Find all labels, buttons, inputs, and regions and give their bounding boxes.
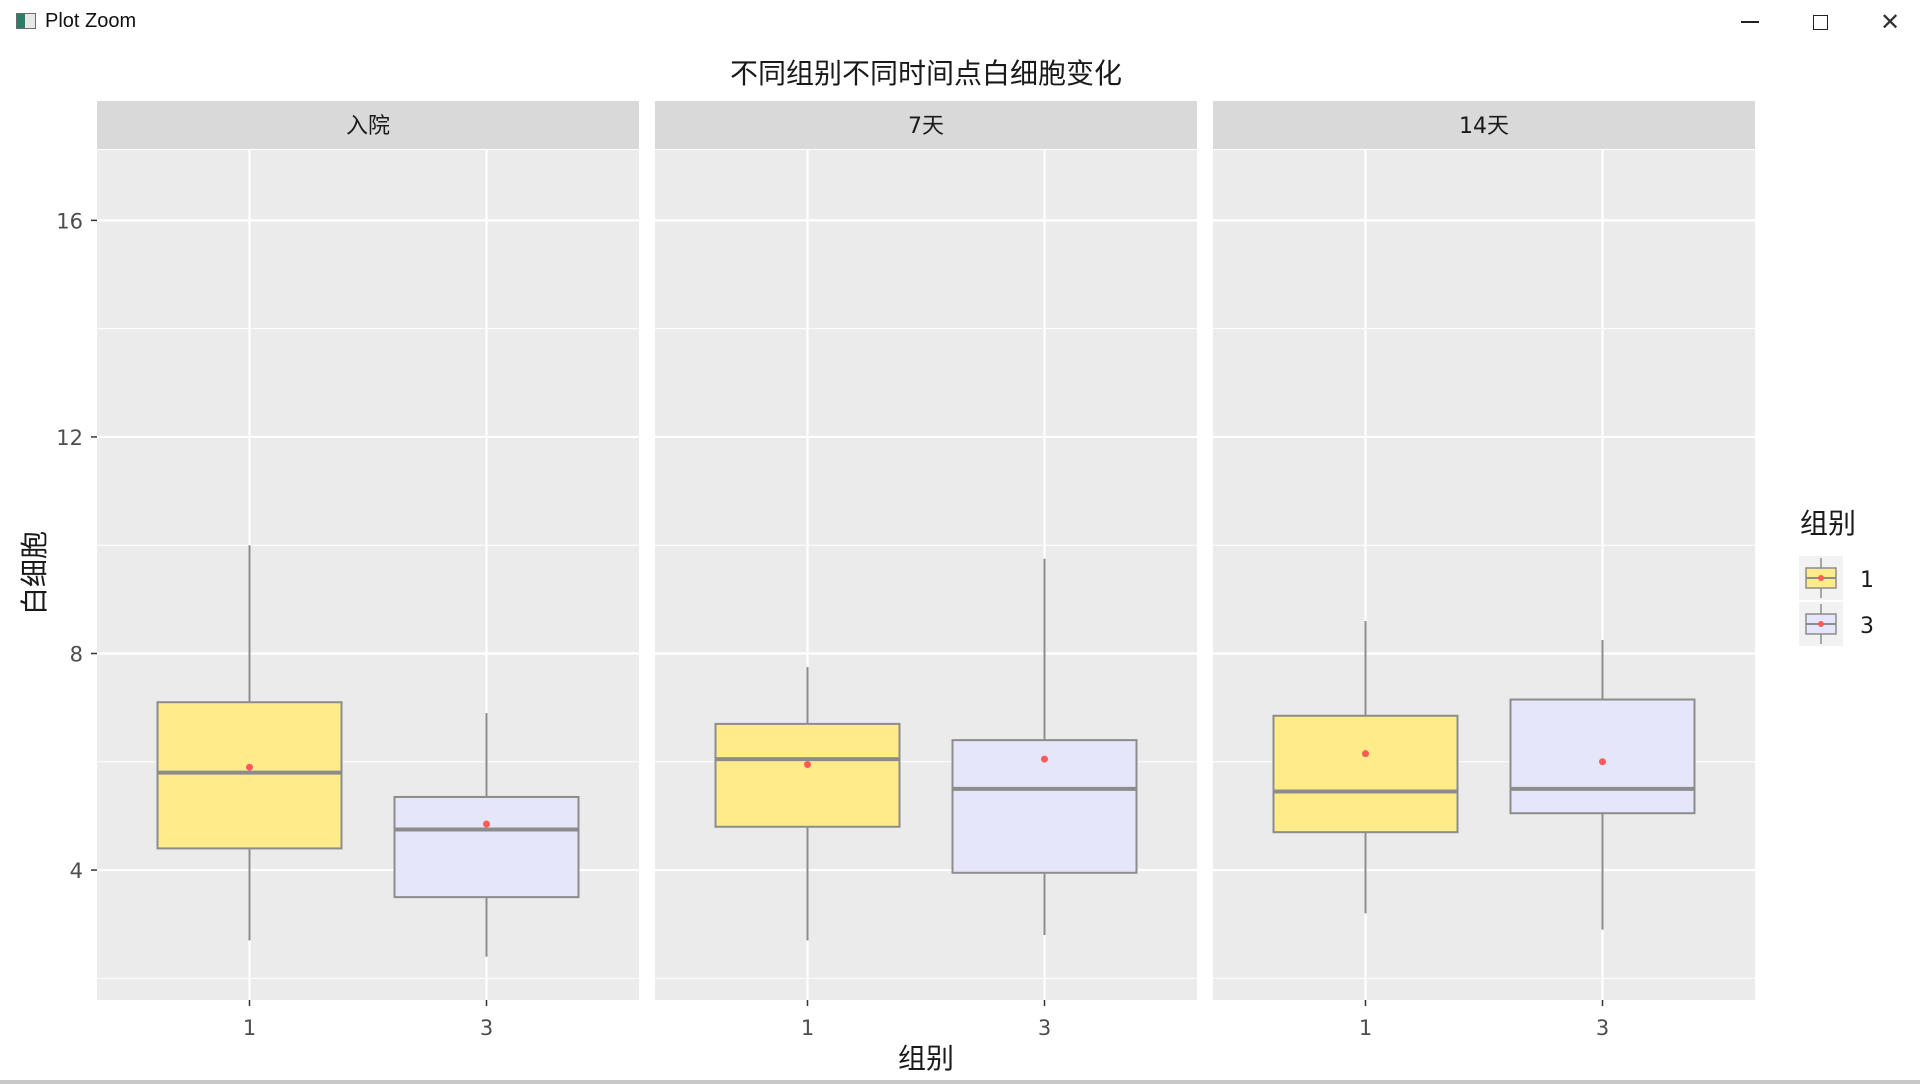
x-tick-label: 3 bbox=[1596, 1016, 1609, 1040]
y-tick-label: 16 bbox=[56, 209, 83, 233]
box-iqr bbox=[1509, 698, 1696, 815]
legend-key-mean bbox=[1818, 575, 1824, 581]
facet-strip-label: 14天 bbox=[1459, 114, 1509, 139]
legend-key-mean bbox=[1818, 621, 1824, 627]
x-tick-label: 3 bbox=[480, 1016, 493, 1040]
maximize-icon bbox=[1812, 14, 1828, 30]
plot-area: 不同组别不同时间点白细胞变化 入院 1 3 7天 1 3 14天 1 3 4 8 12 16 组别 白细胞 组别… bbox=[0, 44, 1920, 1080]
x-tick-label: 1 bbox=[243, 1016, 256, 1040]
y-tick-label: 4 bbox=[70, 859, 83, 883]
plot-window-icon bbox=[16, 13, 36, 29]
legend-label: 3 bbox=[1860, 614, 1874, 639]
x-tick-label: 1 bbox=[1359, 1016, 1372, 1040]
box-iqr bbox=[1272, 714, 1459, 834]
title-bar[interactable]: Plot Zoom ✕ bbox=[0, 0, 1920, 44]
close-icon: ✕ bbox=[1879, 8, 1901, 36]
legend-title: 组别 bbox=[1800, 507, 1856, 540]
mean-point bbox=[1599, 758, 1606, 766]
box-iqr bbox=[714, 722, 901, 828]
minimize-icon bbox=[1741, 21, 1759, 23]
x-tick-label: 1 bbox=[801, 1016, 814, 1040]
legend-label: 1 bbox=[1860, 568, 1874, 593]
facet-strip-label: 7天 bbox=[908, 114, 944, 139]
mean-point bbox=[1362, 750, 1369, 758]
mean-point bbox=[1041, 755, 1048, 763]
minimize-button[interactable] bbox=[1715, 0, 1785, 44]
window-title: Plot Zoom bbox=[45, 10, 137, 32]
facet-strip bbox=[1213, 101, 1755, 149]
x-axis-title: 组别 bbox=[898, 1042, 954, 1075]
y-tick-label: 8 bbox=[70, 643, 83, 667]
mean-point bbox=[483, 820, 490, 828]
box-iqr bbox=[156, 701, 343, 850]
maximize-button[interactable] bbox=[1785, 0, 1855, 44]
y-tick-label: 12 bbox=[56, 426, 83, 450]
mean-point bbox=[246, 763, 253, 771]
x-tick-label: 3 bbox=[1038, 1016, 1051, 1040]
close-button[interactable]: ✕ bbox=[1855, 0, 1920, 44]
box-iqr bbox=[393, 795, 580, 899]
facet-strip bbox=[97, 101, 639, 149]
chart-title: 不同组别不同时间点白细胞变化 bbox=[730, 57, 1122, 90]
y-axis-title: 白细胞 bbox=[18, 531, 51, 615]
facet-panel bbox=[1213, 150, 1755, 1000]
facet-strip-label: 入院 bbox=[346, 114, 390, 139]
mean-point bbox=[804, 760, 811, 768]
facet-strip bbox=[655, 101, 1197, 149]
